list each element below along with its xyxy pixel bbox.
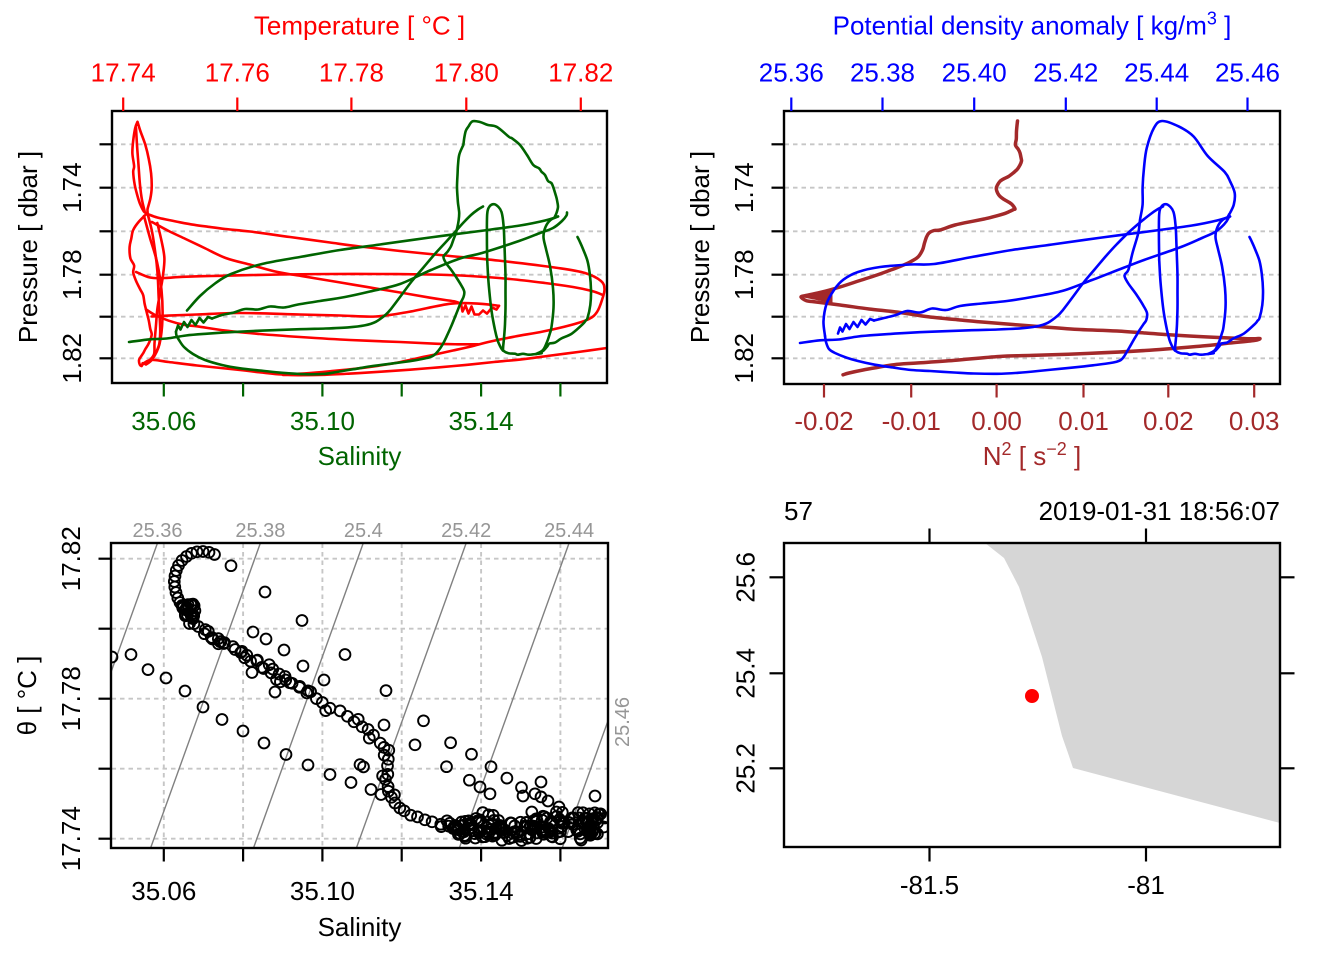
svg-text:θ [ °C ]: θ [ °C ] <box>12 656 42 736</box>
svg-text:35.06: 35.06 <box>131 406 196 436</box>
svg-text:17.78: 17.78 <box>319 58 384 88</box>
svg-text:Potential density anomaly [ kg: Potential density anomaly [ kg/m3 ] <box>833 9 1232 41</box>
svg-text:25.46: 25.46 <box>1215 58 1280 88</box>
svg-text:17.76: 17.76 <box>205 58 270 88</box>
svg-text:17.82: 17.82 <box>548 58 613 88</box>
svg-text:35.10: 35.10 <box>290 406 355 436</box>
svg-text:0.03: 0.03 <box>1229 406 1280 436</box>
svg-text:-81.5: -81.5 <box>900 870 959 900</box>
svg-text:25.46: 25.46 <box>612 697 634 747</box>
svg-text:1.82: 1.82 <box>729 333 759 384</box>
svg-text:-0.02: -0.02 <box>794 406 853 436</box>
svg-text:25.36: 25.36 <box>132 520 182 542</box>
svg-text:1.78: 1.78 <box>729 249 759 300</box>
svg-text:25.2: 25.2 <box>731 743 761 794</box>
svg-text:25.42: 25.42 <box>1033 58 1098 88</box>
svg-text:1.74: 1.74 <box>729 162 759 213</box>
svg-text:Salinity: Salinity <box>318 441 402 471</box>
svg-text:-81: -81 <box>1127 870 1165 900</box>
svg-text:-0.01: -0.01 <box>882 406 941 436</box>
svg-text:17.82: 17.82 <box>56 526 86 591</box>
svg-text:25.36: 25.36 <box>759 58 824 88</box>
svg-text:0.01: 0.01 <box>1058 406 1109 436</box>
svg-text:Temperature [ °C ]: Temperature [ °C ] <box>254 11 465 41</box>
svg-text:0.02: 0.02 <box>1143 406 1194 436</box>
svg-text:35.10: 35.10 <box>290 876 355 906</box>
svg-text:25.44: 25.44 <box>544 520 594 542</box>
svg-text:17.74: 17.74 <box>56 806 86 871</box>
svg-text:25.38: 25.38 <box>850 58 915 88</box>
svg-text:Pressure [ dbar ]: Pressure [ dbar ] <box>685 151 715 343</box>
svg-text:Pressure [ dbar ]: Pressure [ dbar ] <box>13 151 43 343</box>
svg-text:0.00: 0.00 <box>971 406 1022 436</box>
svg-text:35.06: 35.06 <box>131 876 196 906</box>
svg-text:17.78: 17.78 <box>56 666 86 731</box>
svg-text:1.74: 1.74 <box>57 162 87 213</box>
svg-text:25.38: 25.38 <box>235 520 285 542</box>
svg-text:1.78: 1.78 <box>57 249 87 300</box>
svg-text:35.14: 35.14 <box>449 876 514 906</box>
svg-text:17.74: 17.74 <box>91 58 156 88</box>
svg-text:N2 [ s−2 ]: N2 [ s−2 ] <box>983 439 1081 471</box>
svg-text:25.42: 25.42 <box>441 520 491 542</box>
svg-text:25.40: 25.40 <box>942 58 1007 88</box>
svg-text:57: 57 <box>784 496 813 526</box>
svg-text:35.14: 35.14 <box>449 406 514 436</box>
svg-text:25.6: 25.6 <box>731 552 761 603</box>
svg-text:1.82: 1.82 <box>57 333 87 384</box>
svg-text:2019-01-31 18:56:07: 2019-01-31 18:56:07 <box>1039 496 1280 526</box>
svg-text:25.4: 25.4 <box>344 520 383 542</box>
svg-text:25.44: 25.44 <box>1124 58 1189 88</box>
svg-text:Salinity: Salinity <box>318 912 402 942</box>
svg-text:25.4: 25.4 <box>731 648 761 699</box>
svg-text:17.80: 17.80 <box>434 58 499 88</box>
